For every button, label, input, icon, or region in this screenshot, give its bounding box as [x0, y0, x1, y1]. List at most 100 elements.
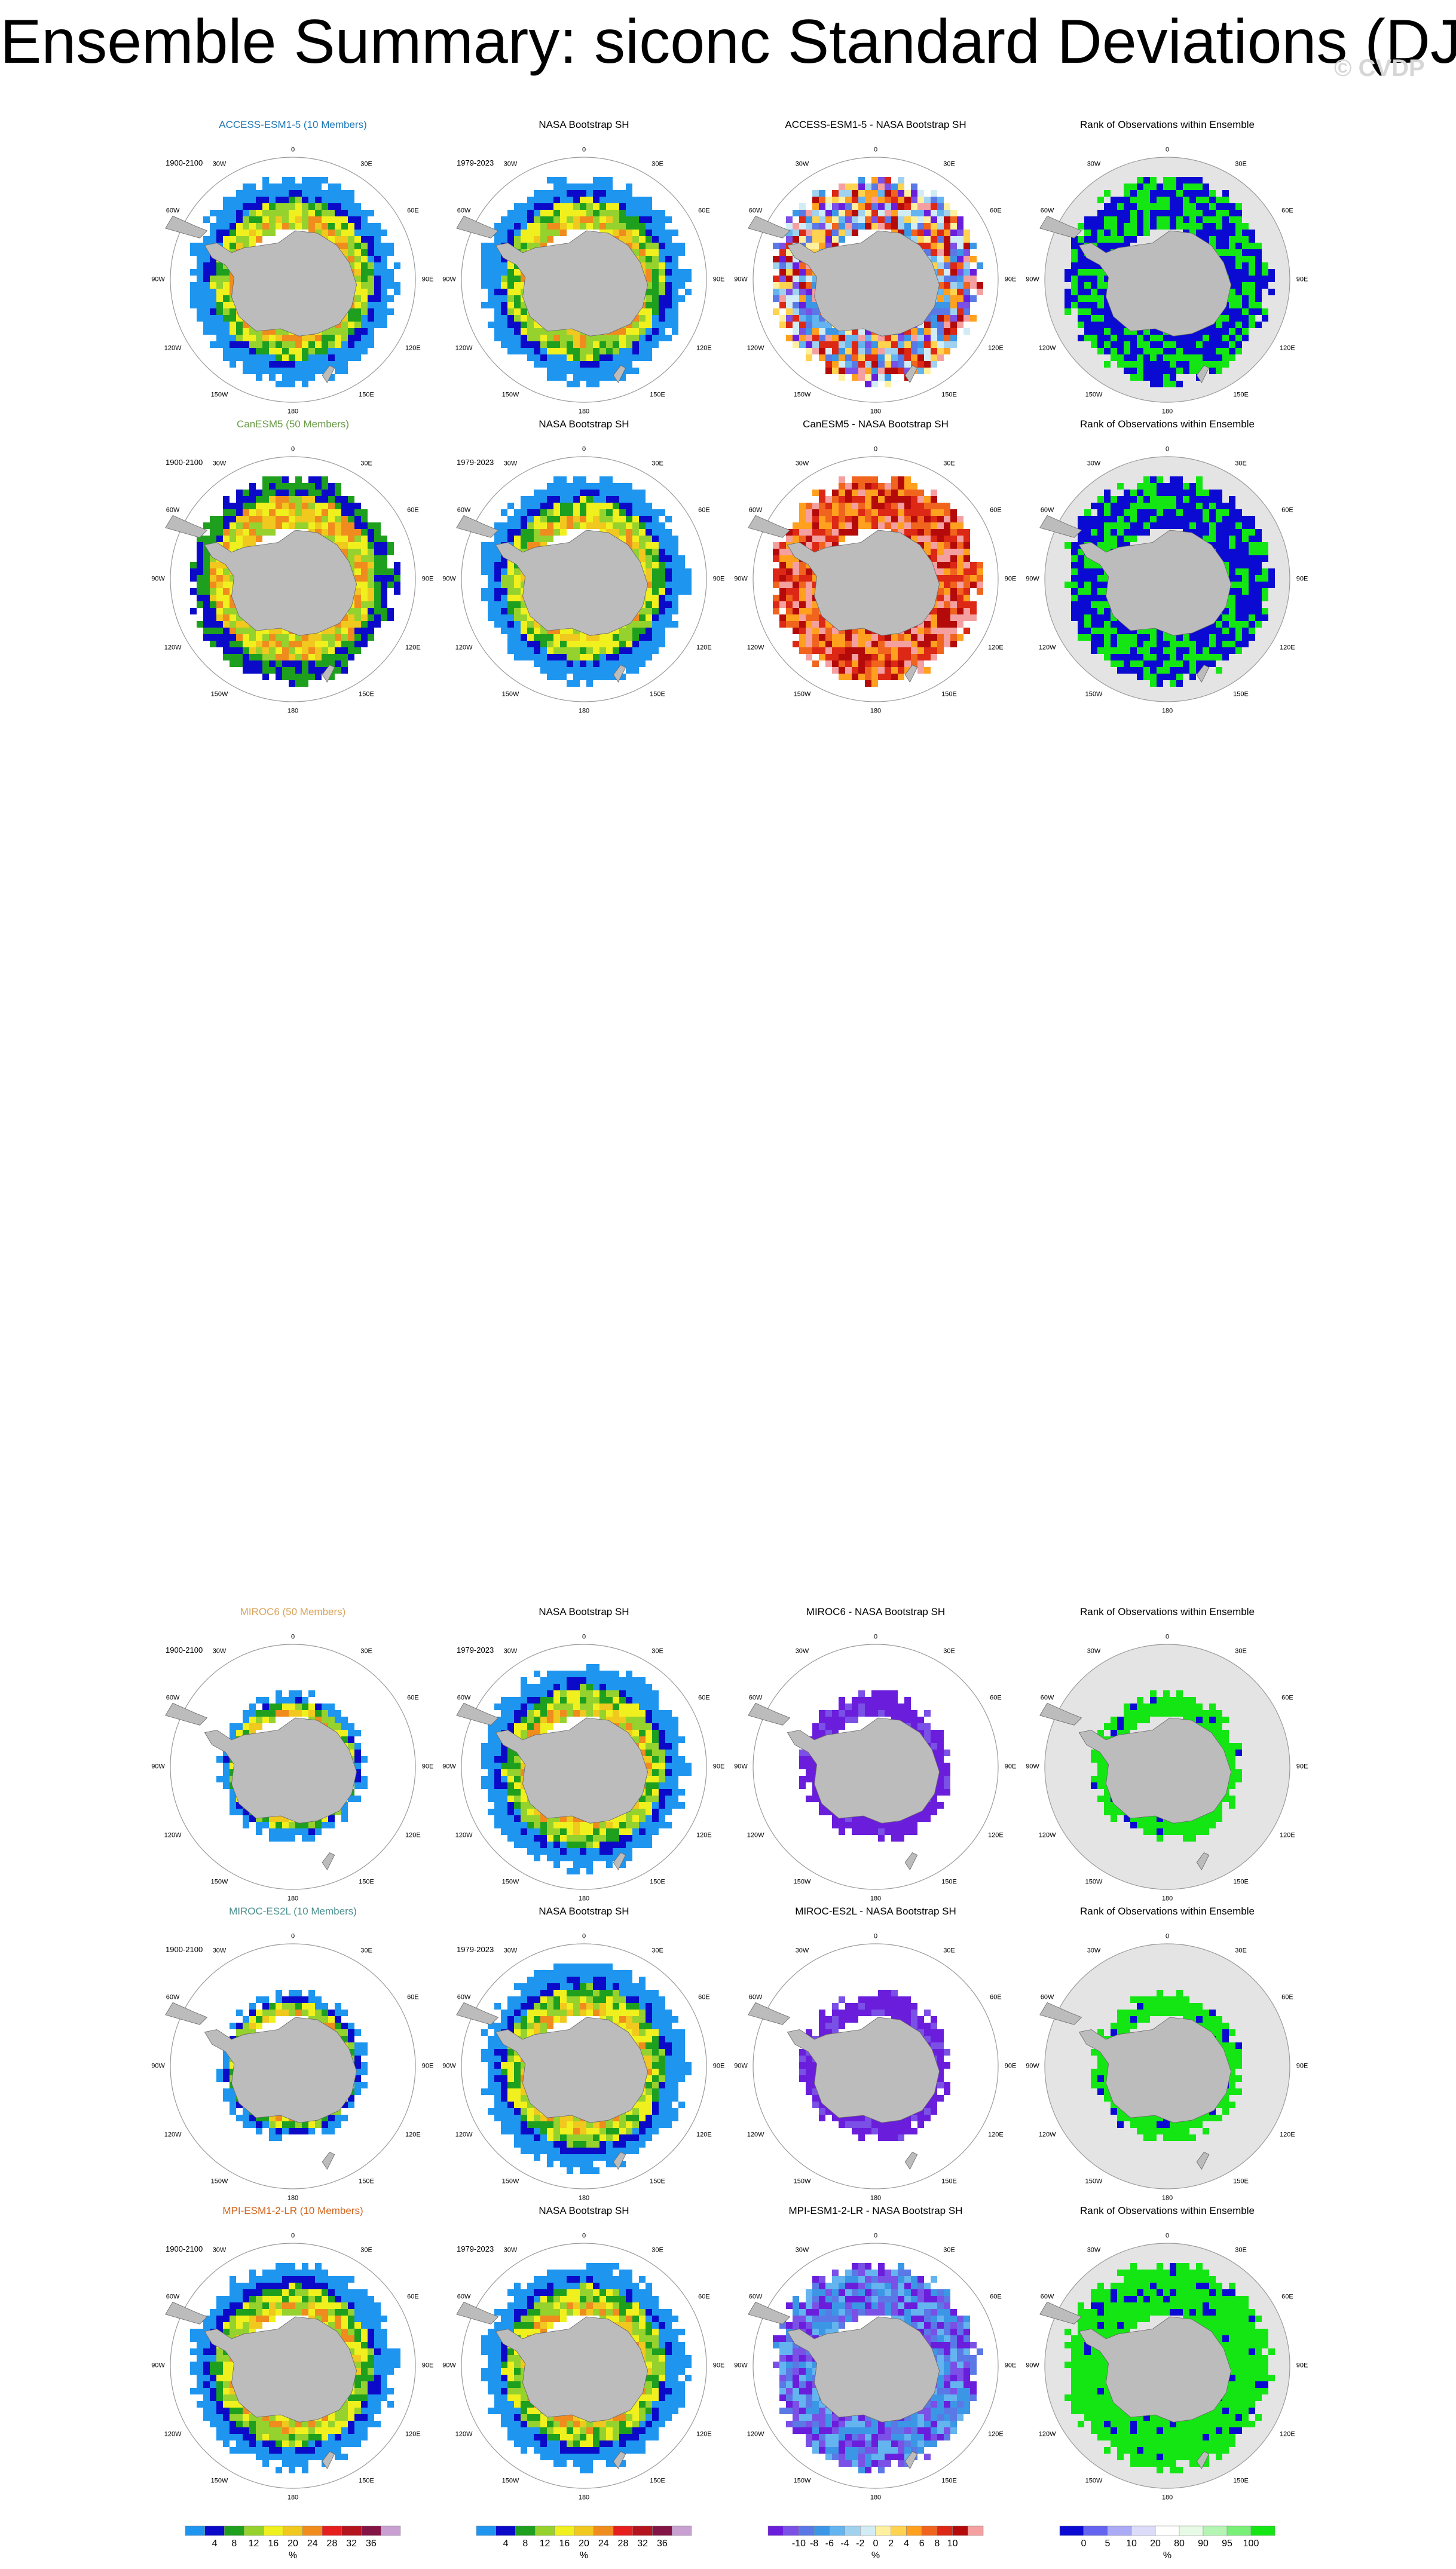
south-america-landmass	[748, 1702, 791, 1726]
longitude-label-l90: 90W	[734, 2362, 748, 2369]
longitude-label-r60: 60E	[1281, 1694, 1293, 1702]
longitude-label-r120: 120E	[696, 2430, 712, 2438]
colorbar-swatch	[613, 2525, 634, 2536]
colorbar-tick-label: -6	[825, 2539, 834, 2549]
longitude-label-l90: 90W	[151, 2062, 165, 2070]
longitude-label-r60: 60E	[407, 1694, 419, 1702]
longitude-label-r30: 30E	[360, 2246, 372, 2254]
longitude-label-r120: 120E	[696, 344, 712, 352]
longitude-label-r60: 60E	[990, 2293, 1002, 2301]
longitude-label-bottom: 180	[578, 707, 590, 715]
longitude-label-l60: 60W	[748, 506, 763, 514]
longitude-label-l30: 30W	[503, 1947, 518, 1955]
model-period-label: 1900-2100	[166, 458, 203, 467]
colorbar-swatch	[1131, 2525, 1156, 2536]
obs-map-0	[456, 157, 707, 403]
longitude-label-l60: 60W	[457, 1694, 471, 1702]
longitude-label-r30: 30E	[1235, 460, 1247, 467]
longitude-label-r60: 60E	[407, 1993, 419, 2001]
model-panel-title: MIROC-ES2L (10 Members)	[229, 1906, 357, 1917]
longitude-label-l150: 150W	[1085, 2177, 1103, 2185]
colorbar-swatch	[1059, 2525, 1084, 2536]
longitude-label-l90: 90W	[1026, 1763, 1039, 1770]
longitude-label-l150: 150W	[501, 1878, 519, 1886]
colorbar-swatch	[341, 2525, 362, 2536]
south-america-landmass	[1039, 215, 1082, 238]
longitude-label-r60: 60E	[1281, 207, 1293, 215]
colorbar-swatch	[829, 2525, 845, 2536]
longitude-label-bottom: 180	[1161, 707, 1173, 715]
new-zealand-landmass	[1196, 2151, 1210, 2170]
longitude-label-r120: 120E	[988, 1831, 1004, 1839]
longitude-label-r150: 150E	[650, 391, 665, 399]
colorbar-swatch	[937, 2525, 953, 2536]
longitude-label-l30: 30W	[1087, 2246, 1101, 2254]
longitude-label-top: 0	[290, 445, 295, 453]
colorbar-tick-label: 2	[888, 2539, 894, 2549]
longitude-label-top: 0	[873, 146, 878, 154]
longitude-label-l30: 30W	[503, 1647, 518, 1655]
antarctica-landmass	[1078, 1717, 1232, 1824]
longitude-label-top: 0	[582, 2232, 586, 2240]
south-america-landmass	[1039, 2301, 1082, 2325]
model-period-label: 1900-2100	[166, 1945, 203, 1954]
longitude-label-l90: 90W	[734, 1763, 748, 1770]
longitude-label-l120: 120W	[1038, 2131, 1056, 2139]
rank-panel-title: Rank of Observations within Ensemble	[1080, 1606, 1255, 1617]
longitude-label-r90: 90E	[421, 276, 434, 283]
longitude-label-l120: 120W	[747, 344, 764, 352]
colorbar-tick-label: 8	[522, 2539, 528, 2549]
new-zealand-landmass	[904, 664, 918, 683]
longitude-label-l30: 30W	[795, 1647, 809, 1655]
longitude-label-r150: 150E	[941, 1878, 957, 1886]
colorbar-swatch	[875, 2525, 891, 2536]
colorbar-swatch	[534, 2525, 555, 2536]
longitude-label-r60: 60E	[698, 2293, 710, 2301]
longitude-label-r90: 90E	[421, 2062, 434, 2070]
colorbar-0: 4 8 12 16 20 24 28 32 36%	[185, 2525, 401, 2561]
longitude-label-l120: 120W	[455, 1831, 473, 1839]
longitude-label-top: 0	[582, 445, 586, 453]
colorbar-swatch	[495, 2525, 516, 2536]
page-title: Ensemble Summary: siconc Standard Deviat…	[0, 7, 1456, 77]
longitude-label-l120: 120W	[164, 1831, 182, 1839]
colorbar-tick-label: 8	[934, 2539, 940, 2549]
longitude-label-bottom: 180	[578, 1895, 590, 1903]
colorbar-unit: %	[289, 2550, 297, 2561]
sea-ice-cells	[1065, 2263, 1275, 2473]
antarctica-landmass	[204, 2316, 357, 2423]
rank-map-1	[1039, 456, 1290, 702]
new-zealand-landmass	[1196, 2451, 1210, 2469]
longitude-label-l150: 150W	[793, 1878, 811, 1886]
south-america-landmass	[748, 515, 791, 538]
new-zealand-landmass	[322, 2151, 335, 2170]
colorbar-tick-label: -8	[810, 2539, 818, 2549]
longitude-label-l90: 90W	[1026, 575, 1039, 583]
longitude-label-l120: 120W	[164, 644, 182, 652]
longitude-label-bottom: 180	[870, 2494, 882, 2501]
south-america-landmass	[165, 1702, 208, 1726]
longitude-label-l90: 90W	[151, 276, 165, 283]
longitude-label-bottom: 180	[870, 408, 882, 415]
longitude-label-r120: 120E	[988, 644, 1004, 652]
colorbar-swatch	[906, 2525, 922, 2536]
sea-ice-cells	[1065, 177, 1275, 387]
longitude-label-r30: 30E	[360, 460, 372, 467]
south-america-landmass	[165, 515, 208, 538]
rank-panel-title: Rank of Observations within Ensemble	[1080, 2205, 1255, 2216]
longitude-label-r30: 30E	[651, 1947, 663, 1955]
longitude-label-l150: 150W	[1085, 2477, 1103, 2485]
colorbar-tick-label: 90	[1198, 2539, 1209, 2549]
longitude-label-r30: 30E	[651, 460, 663, 467]
model-map-4	[165, 2243, 416, 2489]
colorbar-swatch	[554, 2525, 574, 2536]
longitude-label-r30: 30E	[943, 1647, 955, 1655]
longitude-label-r60: 60E	[1281, 2293, 1293, 2301]
longitude-label-l150: 150W	[501, 690, 519, 698]
obs-map-2	[456, 1644, 707, 1890]
longitude-label-l150: 150W	[793, 2477, 811, 2485]
colorbar-swatch	[1179, 2525, 1204, 2536]
longitude-label-r150: 150E	[941, 2477, 957, 2485]
longitude-label-r90: 90E	[712, 575, 725, 583]
longitude-label-r120: 120E	[696, 1831, 712, 1839]
